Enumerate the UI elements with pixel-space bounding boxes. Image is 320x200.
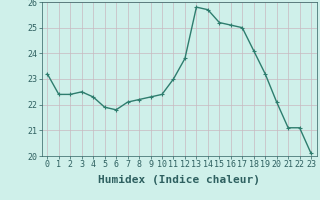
X-axis label: Humidex (Indice chaleur): Humidex (Indice chaleur) (98, 175, 260, 185)
